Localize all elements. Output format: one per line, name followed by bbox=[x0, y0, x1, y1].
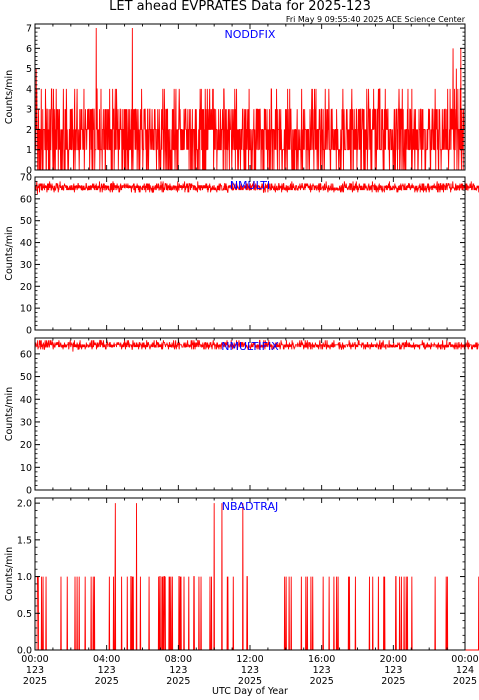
y-tick-label: 30 bbox=[20, 260, 32, 271]
y-tick-label: 40 bbox=[20, 395, 32, 406]
y-tick-label: 30 bbox=[20, 417, 32, 428]
x-tick-label: 00:00 bbox=[451, 654, 478, 665]
plot-frame bbox=[34, 337, 466, 491]
y-tick-label: 70 bbox=[20, 173, 32, 184]
y-tick-label: 2 bbox=[26, 125, 32, 136]
x-axis-label: UTC Day of Year bbox=[212, 686, 288, 697]
x-tick-label: 123 bbox=[241, 665, 259, 676]
x-tick-label: 2025 bbox=[453, 676, 477, 687]
y-tick-label: 0.0 bbox=[17, 646, 32, 657]
x-tick-label: 16:00 bbox=[308, 654, 335, 665]
y-tick-label: 4 bbox=[26, 84, 32, 95]
plot-frame bbox=[34, 497, 466, 651]
panel-label-noddfix: NODDFIX bbox=[225, 28, 276, 41]
x-tick-label: 08:00 bbox=[165, 654, 192, 665]
panel-nmultifix: 0 10 20 30 40 50 60 Counts/min NMULTIFIX bbox=[4, 337, 479, 497]
figure-title: LET ahead EVPRATES Data for 2025-123 bbox=[109, 0, 371, 14]
y-tick-label: 6 bbox=[26, 44, 32, 55]
panel-nbadtraj: 0.00.51.01.52.0Counts/minNBADTRAJ00:0012… bbox=[4, 497, 479, 687]
x-tick-label: 2025 bbox=[23, 676, 47, 687]
plot-panels: 01234567Counts/minNODDFIX010203040506070… bbox=[4, 23, 479, 687]
y-tick-label: 40 bbox=[20, 238, 32, 249]
y-tick-label: 20 bbox=[20, 440, 32, 451]
x-tick-label: 123 bbox=[98, 665, 116, 676]
series-line-nmultifix bbox=[34, 339, 479, 352]
y-tick-label: 60 bbox=[20, 194, 32, 205]
y-tick-label: 60 bbox=[20, 349, 32, 360]
series-line-nmulti bbox=[34, 181, 479, 195]
x-tick-label: 00:00 bbox=[21, 654, 48, 665]
panel-label-nmultifix: NMULTIFIX bbox=[221, 340, 279, 353]
y-tick-label: 50 bbox=[20, 216, 32, 227]
y-tick-label: 10 bbox=[20, 304, 32, 315]
x-tick-label: 124 bbox=[456, 665, 474, 676]
y-tick-label: 1 bbox=[26, 145, 32, 156]
panel-label-nmulti: NMULTI bbox=[230, 179, 270, 192]
y-tick-label: 1.5 bbox=[17, 535, 32, 546]
panel-nmulti: 0 10 20 30 40 50 60 70 Counts/min NMULTI bbox=[4, 173, 479, 337]
series-line-nbadtraj bbox=[35, 503, 479, 651]
x-tick-label: 2025 bbox=[310, 676, 334, 687]
x-tick-label: 123 bbox=[384, 665, 402, 676]
x-tick-label: 2025 bbox=[166, 676, 190, 687]
y-tick-label: 20 bbox=[20, 282, 32, 293]
timestamp-label: Fri May 9 09:55:40 2025 ACE Science Cent… bbox=[286, 15, 466, 24]
y-tick-label: 7 bbox=[26, 24, 32, 35]
y-tick-label: 0 bbox=[26, 166, 32, 177]
x-tick-label: 2025 bbox=[238, 676, 262, 687]
x-tick-label: 2025 bbox=[381, 676, 405, 687]
series-line-noddfix bbox=[34, 28, 465, 171]
y-tick-label: 10 bbox=[20, 463, 32, 474]
y-tick-label: 2.0 bbox=[17, 499, 32, 510]
y-axis-label: Counts/min bbox=[4, 547, 15, 601]
y-tick-label: 0 bbox=[26, 486, 32, 497]
panel-label-nbadtraj: NBADTRAJ bbox=[222, 500, 278, 513]
x-tick-label: 123 bbox=[313, 665, 331, 676]
plot-frame bbox=[34, 176, 466, 331]
y-tick-label: 50 bbox=[20, 372, 32, 383]
y-tick-label: 3 bbox=[26, 105, 32, 116]
x-tick-label: 2025 bbox=[95, 676, 119, 687]
x-tick-label: 20:00 bbox=[380, 654, 407, 665]
panel-noddfix: 0 1 2 3 4 5 6 7 Counts/min NODDFIX bbox=[4, 23, 466, 177]
y-tick-label: 0 bbox=[26, 326, 32, 337]
x-tick-label: 12:00 bbox=[236, 654, 263, 665]
x-tick-label: 04:00 bbox=[93, 654, 120, 665]
x-tick-label: 123 bbox=[26, 665, 44, 676]
y-tick-label: 1.0 bbox=[17, 572, 32, 583]
y-axis-label: Counts/min bbox=[4, 70, 15, 124]
y-axis-label: Counts/min bbox=[4, 387, 15, 441]
y-axis-label: Counts/min bbox=[4, 226, 15, 280]
x-tick-label: 123 bbox=[169, 665, 187, 676]
y-tick-label: 5 bbox=[26, 64, 32, 75]
y-tick-label: 0.5 bbox=[17, 609, 32, 620]
